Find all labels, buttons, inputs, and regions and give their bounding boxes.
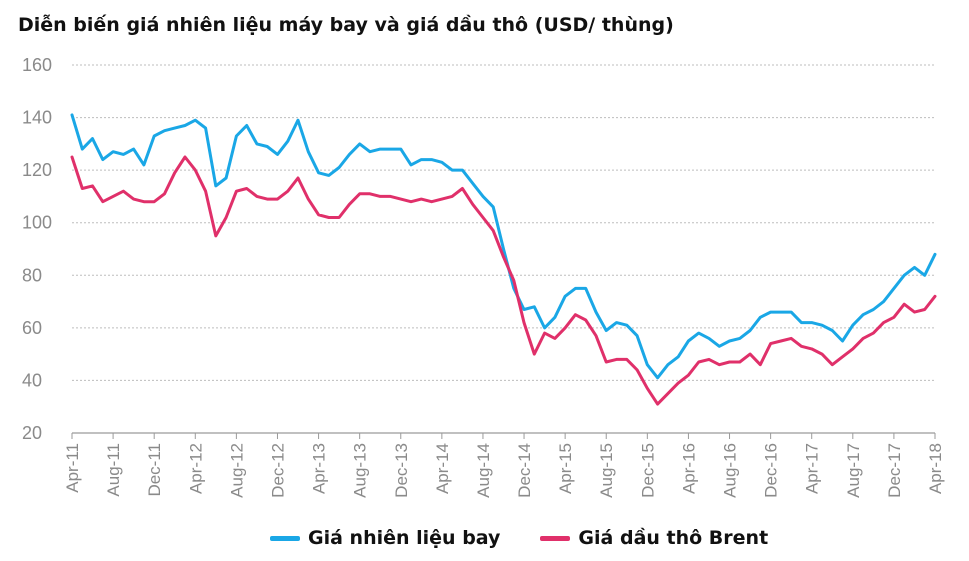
x-axis: Apr-11 Aug-11 Dec-11 Apr-12 Aug-12 Dec-12 Apr-… [63,432,945,498]
series-line-brent [70,155,937,406]
y-tick-label: 40 [22,370,42,390]
x-tick-label: Aug-17 [844,443,863,498]
series-lines [70,113,937,406]
y-tick-label: 100 [22,213,52,233]
y-tick-label: 160 [22,55,52,75]
x-tick-label: Dec-14 [515,443,534,498]
x-tick-label: Dec-12 [268,443,287,498]
x-tick-label: Apr-12 [186,443,205,494]
x-tick-label: Dec-13 [392,443,411,498]
x-tick-label: Apr-15 [556,443,575,494]
legend-swatch-brent [540,535,571,541]
y-tick-label: 60 [22,318,42,338]
x-tick-label: Apr-18 [926,443,945,494]
y-tick-label: 20 [22,423,42,443]
legend: Giá nhiên liệu bay Giá dầu thô Brent [270,527,768,549]
x-tick-label: Apr-11 [63,443,82,493]
x-tick-label: Dec-15 [638,443,657,498]
legend-label-jet-fuel: Giá nhiên liệu bay [308,527,501,549]
x-tick-label: Aug-15 [597,443,616,498]
y-tick-label: 120 [22,160,52,180]
x-tick-label: Aug-16 [721,443,740,498]
legend-swatch-jet-fuel [270,535,300,541]
y-axis-ticks: 20 40 60 80 100 120 140 160 [22,55,52,443]
x-tick-label: Aug-14 [474,443,493,498]
x-tick-label: Dec-17 [885,443,904,498]
x-tick-label: Apr-16 [679,443,698,494]
x-tick-label: Dec-16 [762,443,781,498]
legend-item-jet-fuel: Giá nhiên liệu bay [270,527,500,549]
legend-label-brent: Giá dầu thô Brent [578,527,769,549]
chart-title: Diễn biến giá nhiên liệu máy bay và giá … [18,14,674,36]
legend-item-brent: Giá dầu thô Brent [540,527,768,549]
x-tick-label: Aug-13 [351,443,370,498]
x-tick-label: Apr-13 [310,443,329,494]
y-tick-label: 80 [22,265,42,285]
x-tick-label: Apr-17 [803,443,822,494]
series-line-jet-fuel [70,113,937,380]
gridlines [72,64,935,381]
x-tick-label: Aug-12 [227,443,246,498]
x-tick-label: Apr-14 [433,443,452,494]
x-tick-label: Dec-11 [145,443,164,497]
x-tick-label: Aug-11 [104,443,123,497]
y-tick-label: 140 [22,108,52,128]
